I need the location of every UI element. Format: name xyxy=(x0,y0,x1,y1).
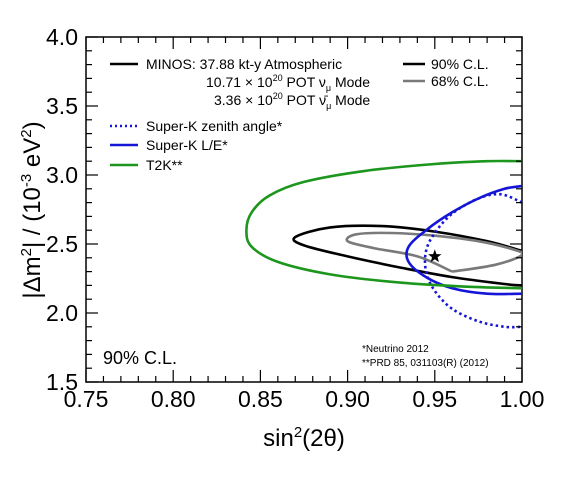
series-line-1 xyxy=(345,231,522,273)
best-fit-star-marker xyxy=(428,249,442,263)
plot-frame xyxy=(85,36,523,383)
y-tick-label: 3.5 xyxy=(46,93,78,119)
legend-cl90: 90% C.L. xyxy=(431,56,489,72)
y-tick-label: 4.0 xyxy=(46,24,78,50)
legend-superk-zenith: Super-K zenith angle* xyxy=(146,118,283,134)
legend-t2k: T2K** xyxy=(146,157,183,173)
legend-superk-le: Super-K L/E* xyxy=(146,137,228,153)
x-tick-label: 0.75 xyxy=(64,386,109,412)
x-tick-label: 1.00 xyxy=(500,386,545,412)
note-neutrino: *Neutrino 2012 xyxy=(362,344,429,355)
y-axis-title: |Δm2| / (10-3 eV2) xyxy=(18,121,46,298)
y-tick-label: 2.5 xyxy=(46,231,78,257)
panel-label: 90% C.L. xyxy=(103,348,177,368)
legend-minos-line2: 10.71 × 1020 POT νμ Mode xyxy=(206,73,370,93)
x-tick-label: 0.95 xyxy=(412,386,457,412)
legend-cl68: 68% C.L. xyxy=(431,73,489,89)
note-t2k-ref: **PRD 85, 031103(R) (2012) xyxy=(362,358,489,369)
x-tick-label: 0.90 xyxy=(325,386,370,412)
legend: MINOS: 37.88 kt-y Atmospheric 10.71 × 10… xyxy=(110,56,489,173)
series-line-0 xyxy=(292,224,522,287)
legend-minos-line1: MINOS: 37.88 kt-y Atmospheric xyxy=(146,56,342,72)
x-tick-label: 0.80 xyxy=(151,386,196,412)
series-line-3 xyxy=(405,184,522,296)
y-tick-label: 1.5 xyxy=(46,369,78,395)
x-tick-label: 0.85 xyxy=(238,386,283,412)
legend-minos-line3: 3.36 × 1020 POT ν̄μ Mode xyxy=(214,91,370,111)
series-line-2 xyxy=(423,192,522,329)
series-line-4 xyxy=(245,159,522,290)
y-tick-label: 2.0 xyxy=(46,300,78,326)
y-tick-label: 3.0 xyxy=(46,162,78,188)
x-axis-title: sin2(2θ) xyxy=(263,424,345,452)
